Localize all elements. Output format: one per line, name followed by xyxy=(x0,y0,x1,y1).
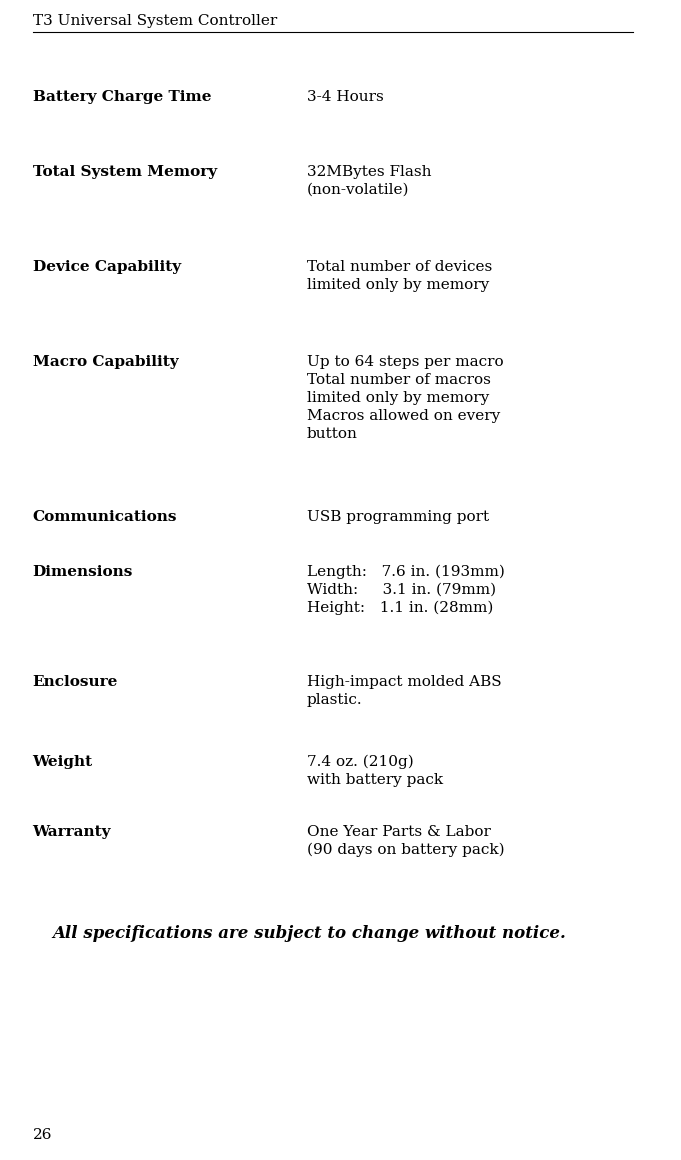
Text: All specifications are subject to change without notice.: All specifications are subject to change… xyxy=(52,925,566,942)
Text: (90 days on battery pack): (90 days on battery pack) xyxy=(307,843,505,857)
Text: High-impact molded ABS: High-impact molded ABS xyxy=(307,675,501,689)
Text: (non-volatile): (non-volatile) xyxy=(307,183,409,197)
Text: Warranty: Warranty xyxy=(33,825,111,839)
Text: Enclosure: Enclosure xyxy=(33,675,118,689)
Text: 3-4 Hours: 3-4 Hours xyxy=(307,90,383,104)
Text: plastic.: plastic. xyxy=(307,693,362,706)
Text: Weight: Weight xyxy=(33,755,93,769)
Text: 32MBytes Flash: 32MBytes Flash xyxy=(307,165,431,179)
Text: Battery Charge Time: Battery Charge Time xyxy=(33,90,211,104)
Text: limited only by memory: limited only by memory xyxy=(307,391,489,405)
Text: 26: 26 xyxy=(33,1128,52,1141)
Text: Up to 64 steps per macro: Up to 64 steps per macro xyxy=(307,355,503,369)
Text: Macros allowed on every: Macros allowed on every xyxy=(307,409,500,423)
Text: T3 Universal System Controller: T3 Universal System Controller xyxy=(33,14,277,28)
Text: limited only by memory: limited only by memory xyxy=(307,278,489,292)
Text: with battery pack: with battery pack xyxy=(307,773,443,786)
Text: Total number of macros: Total number of macros xyxy=(307,374,491,387)
Text: Total number of devices: Total number of devices xyxy=(307,260,492,274)
Text: Macro Capability: Macro Capability xyxy=(33,355,178,369)
Text: Total System Memory: Total System Memory xyxy=(33,165,217,179)
Text: button: button xyxy=(307,427,358,441)
Text: One Year Parts & Labor: One Year Parts & Labor xyxy=(307,825,491,839)
Text: Height:   1.1 in. (28mm): Height: 1.1 in. (28mm) xyxy=(307,601,493,616)
Text: 7.4 oz. (210g): 7.4 oz. (210g) xyxy=(307,755,413,769)
Text: Length:   7.6 in. (193mm): Length: 7.6 in. (193mm) xyxy=(307,565,505,579)
Text: Communications: Communications xyxy=(33,510,177,524)
Text: Width:     3.1 in. (79mm): Width: 3.1 in. (79mm) xyxy=(307,583,496,597)
Text: USB programming port: USB programming port xyxy=(307,510,489,524)
Text: Device Capability: Device Capability xyxy=(33,260,180,274)
Text: Dimensions: Dimensions xyxy=(33,565,133,579)
